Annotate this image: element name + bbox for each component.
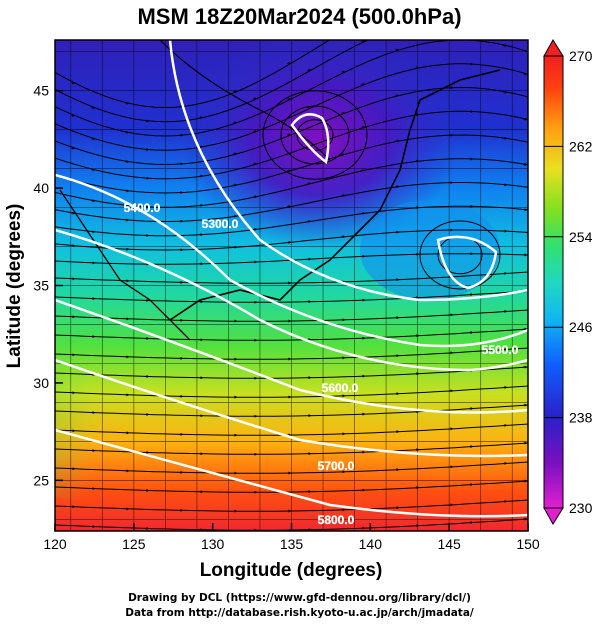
x-tick-label: 150 bbox=[516, 536, 540, 552]
credit-data: Data from http://database.rish.kyoto-u.a… bbox=[125, 607, 474, 619]
streamline bbox=[55, 63, 528, 151]
x-tick-label: 125 bbox=[122, 536, 146, 552]
y-tick-label: 40 bbox=[33, 180, 49, 196]
colorbar-max-triangle bbox=[543, 39, 564, 57]
circulation-ring bbox=[262, 90, 368, 180]
x-tick-label: 145 bbox=[437, 536, 461, 552]
height-contours bbox=[55, 40, 528, 518]
streamline bbox=[55, 110, 528, 180]
y-tick-label: 35 bbox=[33, 278, 49, 294]
closed-low-contour bbox=[436, 235, 498, 290]
contour-label: 5400.0 bbox=[124, 201, 161, 215]
y-tick-label: 45 bbox=[33, 83, 49, 99]
y-axis: 25 30 35 40 45 bbox=[33, 83, 63, 488]
credit-drawing: Drawing by DCL (https://www.gfd-dennou.o… bbox=[128, 592, 471, 604]
x-axis-label: Longitude (degrees) bbox=[200, 560, 383, 581]
korea-coastline bbox=[59, 189, 191, 341]
japan-coastline bbox=[169, 69, 501, 321]
cold-core-region bbox=[180, 40, 460, 250]
circulation-ring bbox=[280, 105, 350, 165]
colorbar-tick-label: 238 bbox=[569, 410, 593, 426]
wind-streamlines bbox=[55, 40, 528, 531]
streamline bbox=[55, 518, 528, 531]
contour-line bbox=[168, 40, 528, 302]
streamline bbox=[55, 366, 528, 379]
y-tick-label: 25 bbox=[33, 472, 49, 488]
x-axis: 120 125 130 135 140 145 150 bbox=[43, 523, 540, 552]
circulation-ring bbox=[296, 119, 334, 151]
colorbar-gradient bbox=[543, 55, 564, 509]
colorbar-tick-label: 270 bbox=[569, 48, 593, 64]
streamline bbox=[55, 480, 528, 493]
coastline bbox=[159, 40, 331, 161]
contour-line bbox=[55, 358, 528, 458]
contour-label: 5500.0 bbox=[482, 343, 519, 357]
colorbar-tick-label: 254 bbox=[569, 229, 593, 245]
colorbar-tick-label: 262 bbox=[569, 138, 593, 154]
circulation-ring bbox=[419, 220, 501, 290]
streamline bbox=[55, 205, 528, 237]
colorbar-tick-label: 230 bbox=[569, 500, 593, 516]
contour-label: 5700.0 bbox=[318, 459, 355, 473]
streamline bbox=[55, 442, 528, 455]
colorbar-tick-label: 246 bbox=[569, 319, 593, 335]
contour-line bbox=[55, 298, 528, 414]
map-title: MSM 18Z20Mar2024 (500.0hPa) bbox=[137, 4, 462, 29]
x-tick-label: 140 bbox=[359, 536, 383, 552]
colorbar-min-triangle bbox=[543, 507, 564, 525]
x-tick-label: 135 bbox=[280, 536, 304, 552]
streamline bbox=[55, 404, 528, 417]
y-tick-label: 30 bbox=[33, 375, 49, 391]
colorbar: 270 262 254 246 238 230 bbox=[543, 39, 593, 525]
x-tick-label: 120 bbox=[43, 536, 67, 552]
cyan-patch bbox=[360, 200, 500, 300]
contour-line bbox=[55, 173, 528, 348]
contour-labels: 5300.0 5400.0 5500.0 5600.0 5700.0 5800.0 bbox=[123, 201, 519, 527]
streamline bbox=[55, 40, 370, 123]
streamline bbox=[55, 158, 528, 208]
contour-line bbox=[55, 428, 528, 518]
x-tick-label: 130 bbox=[201, 536, 225, 552]
warm-patch bbox=[55, 260, 180, 500]
map-plot-area: 5300.0 5400.0 5500.0 5600.0 5700.0 5800.0 bbox=[55, 40, 528, 531]
y-axis-label: Latitude (degrees) bbox=[4, 204, 25, 369]
streamline bbox=[55, 290, 528, 303]
contour-label: 5300.0 bbox=[202, 217, 239, 231]
contour-label: 5800.0 bbox=[318, 513, 355, 527]
streamline bbox=[55, 328, 528, 341]
figure: 5300.0 5400.0 5500.0 5600.0 5700.0 5800.0 120… bbox=[4, 39, 593, 581]
closed-low-contour bbox=[290, 113, 330, 165]
contour-line bbox=[55, 228, 528, 372]
contour-label: 5600.0 bbox=[322, 381, 359, 395]
